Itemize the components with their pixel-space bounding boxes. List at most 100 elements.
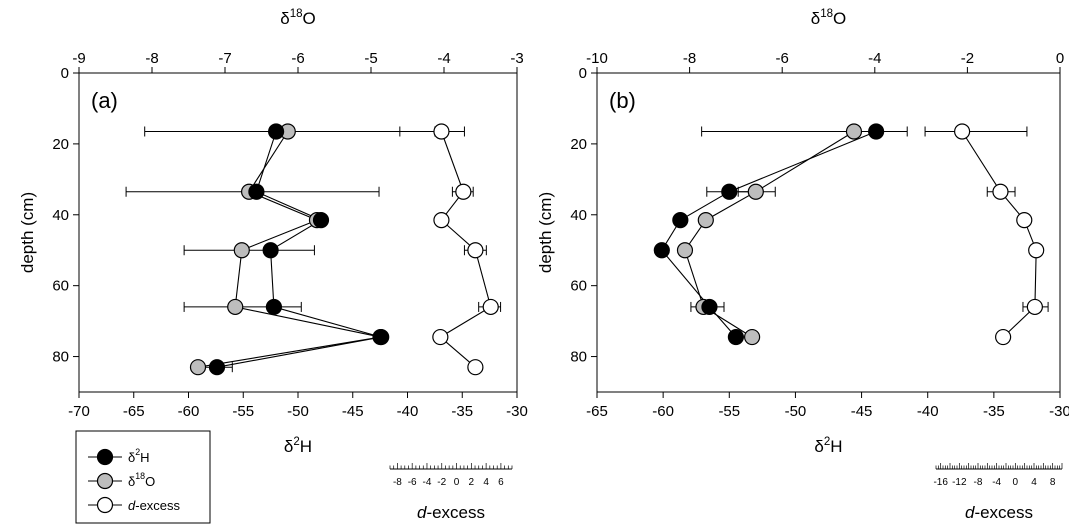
data-point [701,298,718,316]
data-point [467,359,484,376]
top-tick-label: -6 [291,50,304,67]
bottom-tick-label: -55 [718,403,740,420]
y-axis: 0 20 40 60 80 depth (cm) [18,65,79,366]
excess-axis-title: d-excess [965,503,1033,522]
data-point [455,183,472,200]
legend-label: δ18O [128,471,155,489]
legend-marker [96,472,114,490]
top-tick-label: -2 [961,50,974,67]
top-axis: -10 -8 -6 -4 -2 0 δ18O [586,8,1064,73]
data-point [227,298,244,316]
data-point [265,298,283,316]
excess-tick-label: 0 [1013,477,1019,488]
y-tick-label: 40 [570,207,587,224]
bottom-tick-label: -35 [451,403,473,420]
excess-tick-label: -4 [423,477,432,488]
top-tick-label: -4 [868,50,881,67]
excess-tick-label: -8 [974,477,983,488]
y-axis-title: depth (cm) [18,192,37,273]
top-tick-label: -3 [510,50,523,67]
excess-tick-label: 4 [1031,477,1037,488]
data-point [744,328,761,346]
bottom-axis: -65 -60 -55 -50 -45 -40 -35 -30 δ2H [586,392,1069,456]
bottom-axis-title: δ2H [814,436,842,456]
data-point [433,123,450,140]
bottom-axis: -70 -65 -60 -55 -50 -45 -40 -35 -30 δ2H [68,392,528,456]
series-line [961,131,1037,338]
y-tick-label: 60 [52,278,69,295]
legend-marker [96,448,114,466]
excess-tick-label: 2 [469,477,475,488]
series-line [661,130,877,338]
excess-tick-label: -16 [933,477,948,488]
excess-axis-title: d-excess [417,503,485,522]
data-point [312,211,330,229]
data-point [721,183,738,200]
excess-tick-label: 0 [454,477,460,488]
data-point [727,328,745,346]
top-tick-label: 0 [1056,50,1064,67]
excess-tick-label: 8 [1050,477,1056,488]
d-excess-scale: -8 -6 -4 -2 0 2 4 6 d-excess [389,463,513,522]
excess-tick-label: -8 [393,477,402,488]
data-point [868,123,885,140]
data-point [1016,211,1033,229]
data-point [208,359,226,376]
data-point [432,328,449,346]
y-axis: 0 20 40 60 80 depth (cm) [536,65,597,366]
y-axis-title: depth (cm) [536,192,555,273]
series-group [125,123,502,376]
legend-label: δ2H [128,447,150,465]
y-tick-label: 20 [52,136,69,153]
excess-tick-label: -4 [992,477,1001,488]
bottom-tick-label: -40 [917,403,939,420]
series-group [653,123,1049,346]
bottom-tick-label: -65 [123,403,145,420]
panel-label: (b) [609,88,636,113]
top-axis: -9 -8 -7 -6 -5 -4 -3 δ18O [72,8,524,73]
data-point [248,183,265,200]
bottom-tick-label: -35 [983,403,1005,420]
excess-tick-label: -2 [437,477,446,488]
legend-marker [96,496,114,514]
series-line [197,131,381,368]
excess-tick-label: 6 [498,477,504,488]
bottom-tick-label: -55 [232,403,254,420]
data-point [747,183,764,200]
d-excess-scale: -16 -12 -8 -4 0 4 8 d-excess [933,463,1063,522]
top-axis-title: δ18O [811,8,847,28]
top-tick-label: -4 [437,50,450,67]
data-point [1028,242,1045,259]
top-tick-label: -5 [364,50,377,67]
data-point [482,298,499,316]
data-point [433,211,450,229]
bottom-tick-label: -30 [1049,403,1069,420]
bottom-tick-label: -45 [851,403,873,420]
top-axis-title: δ18O [280,8,316,28]
bottom-tick-label: -45 [342,403,364,420]
data-point [189,359,207,376]
excess-tick-label: 4 [483,477,489,488]
legend-label: d-excess [128,498,181,513]
y-tick-label: 60 [570,278,587,295]
bottom-tick-label: -50 [287,403,309,420]
y-tick-label: 0 [579,65,587,82]
bottom-tick-label: -50 [785,403,807,420]
data-point [268,123,285,140]
legend: δ2H δ18O d-excess [75,430,211,524]
data-point [995,328,1012,346]
data-point [672,211,689,229]
data-point [954,123,971,140]
bottom-tick-label: -70 [68,403,90,420]
top-tick-label: -10 [586,50,608,67]
data-point [697,211,714,229]
panel-label: (a) [91,88,118,113]
top-tick-label: -9 [72,50,85,67]
y-tick-label: 40 [52,207,69,224]
excess-tick-label: -12 [952,477,967,488]
top-tick-label: -7 [218,50,231,67]
data-point [992,183,1009,200]
